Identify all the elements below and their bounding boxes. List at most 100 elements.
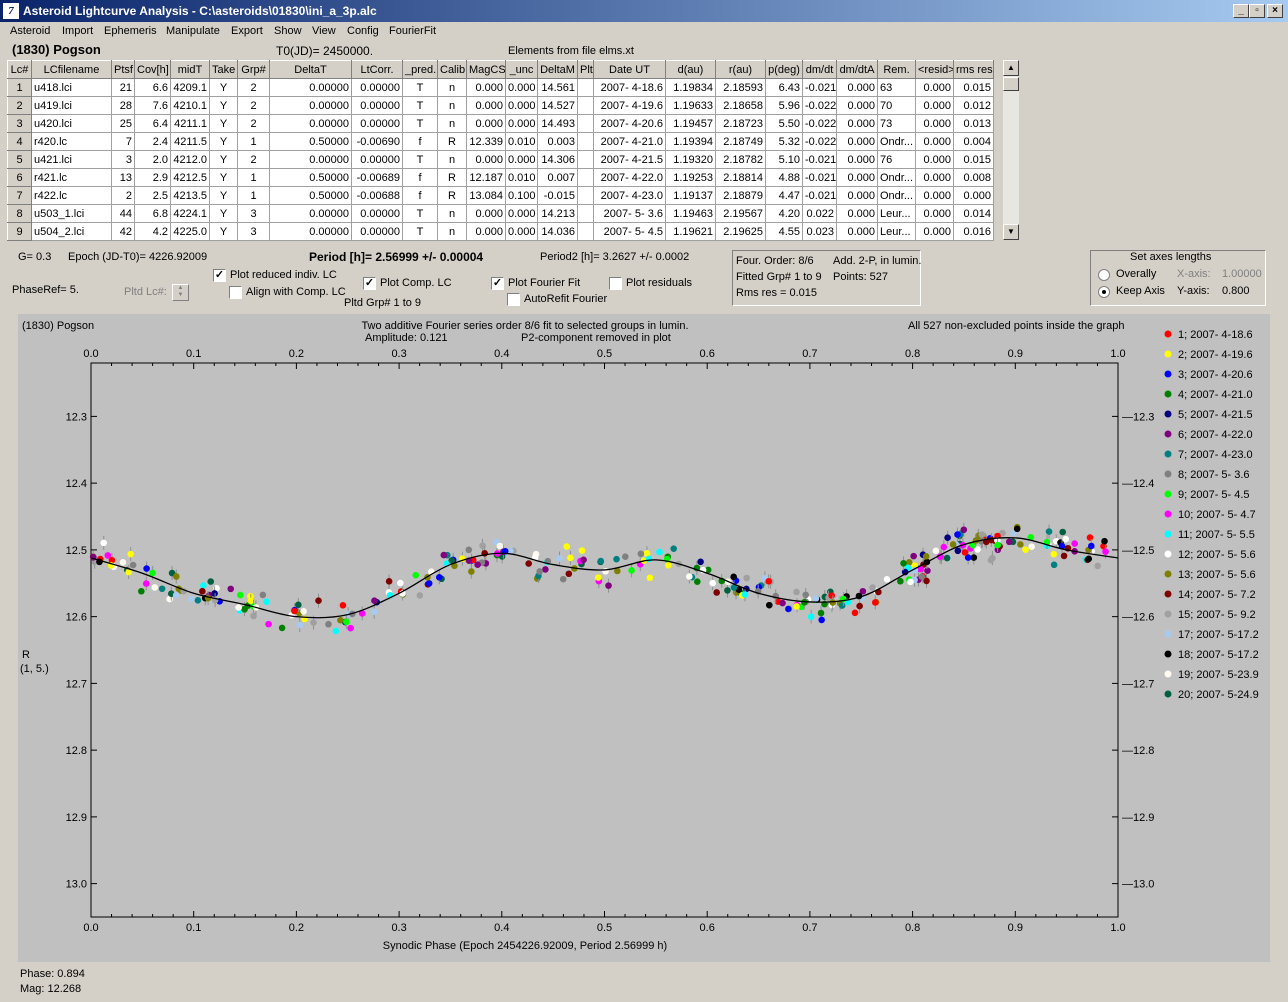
table-cell[interactable]: 63	[877, 78, 916, 97]
column-header[interactable]: Cov[h]	[134, 60, 171, 79]
table-cell[interactable]: n	[437, 204, 467, 223]
table-cell[interactable]: T	[402, 114, 438, 133]
table-cell[interactable]: 0.00000	[351, 78, 403, 97]
table-cell[interactable]: 5.10	[765, 150, 803, 169]
column-header[interactable]: Grp#	[237, 60, 270, 79]
table-row[interactable]: 7 r422.lc 2 2.5 4213.5 Y 1 0.50000 -0.00688 f R 13.…	[7, 186, 994, 205]
table-cell[interactable]: 1	[237, 132, 270, 151]
table-cell[interactable]: Y	[209, 114, 238, 133]
table-cell[interactable]: 0.013	[953, 114, 994, 133]
plot-comp-checkbox[interactable]: ✓	[363, 277, 376, 290]
table-cell[interactable]: 2.18814	[715, 168, 766, 187]
table-cell[interactable]: 0.000	[836, 114, 878, 133]
table-cell[interactable]: 7	[7, 186, 32, 205]
table-cell[interactable]: 0.00000	[351, 96, 403, 115]
table-cell[interactable]: -0.021	[802, 186, 837, 205]
table-cell[interactable]: -0.021	[802, 168, 837, 187]
table-cell[interactable]: 3	[237, 204, 270, 223]
table-cell[interactable]: 6.4	[134, 114, 171, 133]
table-cell[interactable]: 1.19834	[665, 78, 716, 97]
column-header[interactable]: midT	[170, 60, 210, 79]
column-header[interactable]: Take	[209, 60, 238, 79]
table-cell[interactable]: 0.00000	[269, 114, 352, 133]
table-cell[interactable]: 0.007	[537, 168, 578, 187]
table-cell[interactable]: 6.6	[134, 78, 171, 97]
restore-button[interactable]: ▫	[1249, 4, 1265, 18]
table-cell[interactable]: 6.43	[765, 78, 803, 97]
table-cell[interactable]: f	[402, 168, 438, 187]
table-cell[interactable]: 0.000	[466, 222, 506, 241]
table-cell[interactable]: 0.00000	[351, 150, 403, 169]
table-cell[interactable]: 76	[877, 150, 916, 169]
overally-radio[interactable]	[1098, 269, 1110, 281]
table-cell[interactable]	[577, 222, 594, 241]
table-cell[interactable]: R	[437, 132, 467, 151]
table-cell[interactable]: Y	[209, 132, 238, 151]
table-cell[interactable]: T	[402, 96, 438, 115]
table-cell[interactable]: 0.023	[802, 222, 837, 241]
column-header[interactable]: Plt	[577, 60, 594, 79]
table-cell[interactable]: 4212.5	[170, 168, 210, 187]
column-header[interactable]: <resid>	[915, 60, 954, 79]
table-cell[interactable]: 2007- 4-19.6	[593, 96, 666, 115]
table-cell[interactable]: 0.000	[466, 114, 506, 133]
table-cell[interactable]: 2.18782	[715, 150, 766, 169]
table-cell[interactable]: 4.55	[765, 222, 803, 241]
table-cell[interactable]: 0.00000	[269, 96, 352, 115]
table-cell[interactable]: 8	[7, 204, 32, 223]
table-cell[interactable]: 4.88	[765, 168, 803, 187]
table-cell[interactable]: 2	[237, 96, 270, 115]
table-cell[interactable]: 0.00000	[351, 204, 403, 223]
table-cell[interactable]: Ondr...	[877, 132, 916, 151]
table-cell[interactable]: 2	[237, 150, 270, 169]
table-cell[interactable]: 0.022	[802, 204, 837, 223]
table-cell[interactable]: 2.18879	[715, 186, 766, 205]
table-cell[interactable]: Leur...	[877, 204, 916, 223]
table-cell[interactable]: 1.19621	[665, 222, 716, 241]
table-cell[interactable]: T	[402, 78, 438, 97]
table-cell[interactable]	[577, 204, 594, 223]
plot-reduced-checkbox[interactable]: ✓	[213, 269, 226, 282]
autorefit-checkbox[interactable]	[507, 293, 520, 306]
table-cell[interactable]: 0.000	[836, 78, 878, 97]
table-cell[interactable]: 2.18723	[715, 114, 766, 133]
table-cell[interactable]: 7	[111, 132, 135, 151]
table-cell[interactable]: 0.000	[836, 96, 878, 115]
table-cell[interactable]: n	[437, 96, 467, 115]
table-cell[interactable]: 4225.0	[170, 222, 210, 241]
table-cell[interactable]: 4209.1	[170, 78, 210, 97]
table-cell[interactable]: f	[402, 186, 438, 205]
table-cell[interactable]: 12.187	[466, 168, 506, 187]
table-cell[interactable]: 0.000	[466, 204, 506, 223]
table-cell[interactable]: 6.8	[134, 204, 171, 223]
table-cell[interactable]: Y	[209, 204, 238, 223]
column-header[interactable]: _unc	[505, 60, 538, 79]
table-cell[interactable]: 1.19253	[665, 168, 716, 187]
table-cell[interactable]: R	[437, 186, 467, 205]
column-header[interactable]: DeltaT	[269, 60, 352, 79]
table-cell[interactable]: Ondr...	[877, 186, 916, 205]
table-cell[interactable]: 0.000	[505, 222, 538, 241]
table-cell[interactable]: Y	[209, 222, 238, 241]
table-cell[interactable]: 13.084	[466, 186, 506, 205]
table-cell[interactable]: u420.lci	[31, 114, 112, 133]
table-cell[interactable]: u503_1.lci	[31, 204, 112, 223]
table-cell[interactable]: 0.50000	[269, 186, 352, 205]
table-cell[interactable]: Y	[209, 78, 238, 97]
table-cell[interactable]: -0.021	[802, 150, 837, 169]
table-cell[interactable]: 0.015	[953, 78, 994, 97]
table-cell[interactable]: 14.527	[537, 96, 578, 115]
table-cell[interactable]	[577, 186, 594, 205]
table-cell[interactable]: 0.010	[505, 132, 538, 151]
table-cell[interactable]: 3	[111, 150, 135, 169]
lightcurve-plot[interactable]: (1830) Pogson Two additive Fourier serie…	[18, 314, 1270, 962]
table-cell[interactable]: 9	[7, 222, 32, 241]
table-cell[interactable]: 3	[7, 114, 32, 133]
table-cell[interactable]: 28	[111, 96, 135, 115]
table-cell[interactable]: 2007- 4-23.0	[593, 186, 666, 205]
table-cell[interactable]: 4.20	[765, 204, 803, 223]
table-cell[interactable]: 0.000	[505, 78, 538, 97]
